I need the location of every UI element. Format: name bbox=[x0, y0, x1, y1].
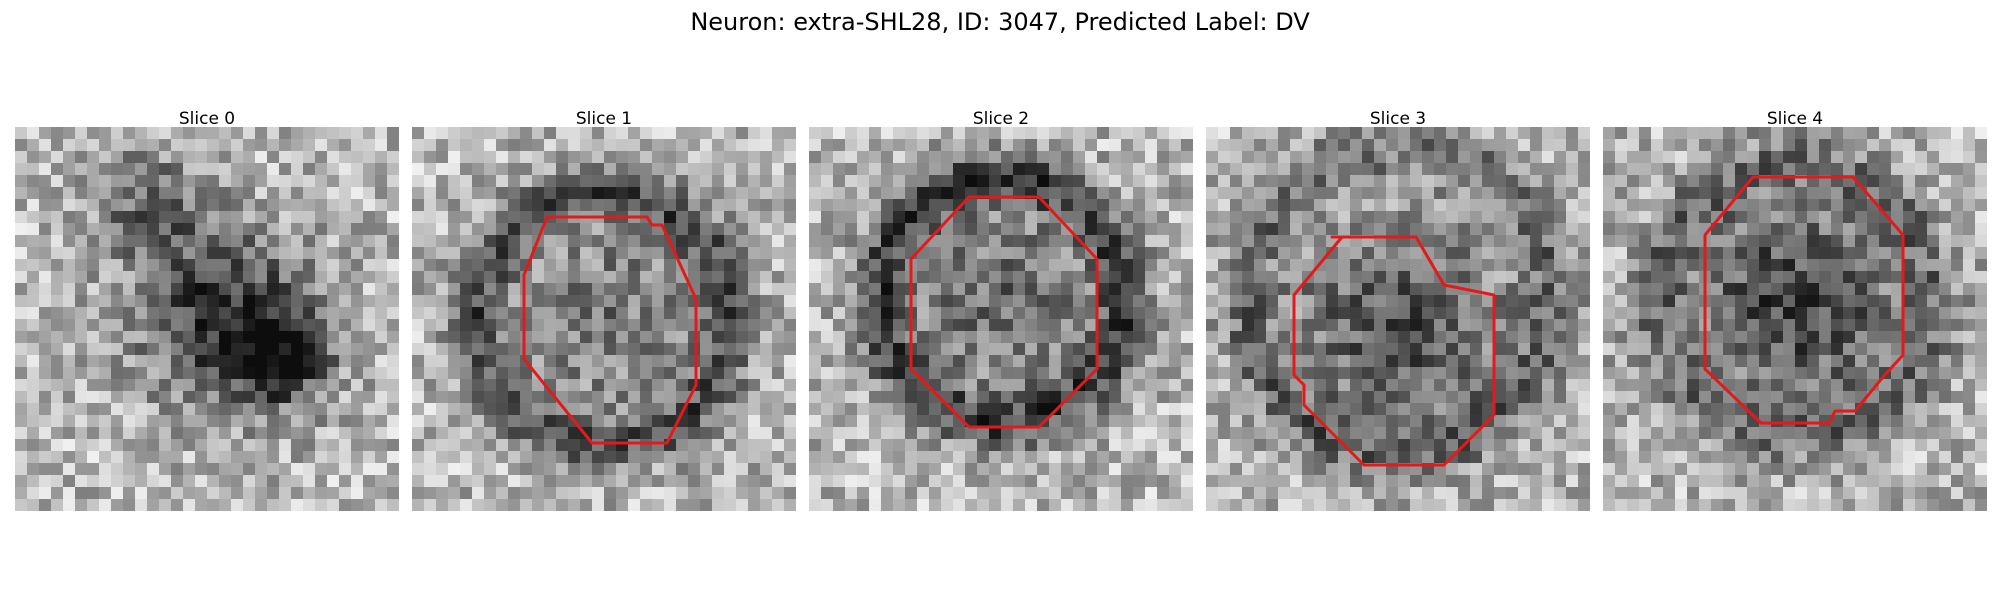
slice-image-1 bbox=[412, 127, 796, 511]
slice-title-3: Slice 3 bbox=[1369, 109, 1427, 129]
slice-image-2 bbox=[809, 127, 1193, 511]
figure-title: Neuron: extra-SHL28, ID: 3047, Predicted… bbox=[690, 8, 1310, 36]
slice-panel-0: Slice 0 bbox=[15, 108, 399, 511]
slice-title-2: Slice 2 bbox=[972, 109, 1030, 129]
slice-image-0 bbox=[15, 127, 399, 511]
contour-2 bbox=[909, 195, 1099, 429]
slice-panel-1: Slice 1 bbox=[412, 108, 796, 511]
slice-panel-4: Slice 4 bbox=[1603, 108, 1987, 511]
contour-1 bbox=[522, 215, 698, 445]
slice-image-3 bbox=[1206, 127, 1590, 511]
slice-image-4 bbox=[1603, 127, 1987, 511]
slice-title-1: Slice 1 bbox=[575, 109, 633, 129]
slice-title-4: Slice 4 bbox=[1766, 109, 1824, 129]
slice-title-0: Slice 0 bbox=[178, 109, 236, 129]
slice-panel-2: Slice 2 bbox=[809, 108, 1193, 511]
contour-4 bbox=[1703, 175, 1905, 425]
contour-3 bbox=[1292, 235, 1496, 467]
slice-panel-3: Slice 3 bbox=[1206, 108, 1590, 511]
